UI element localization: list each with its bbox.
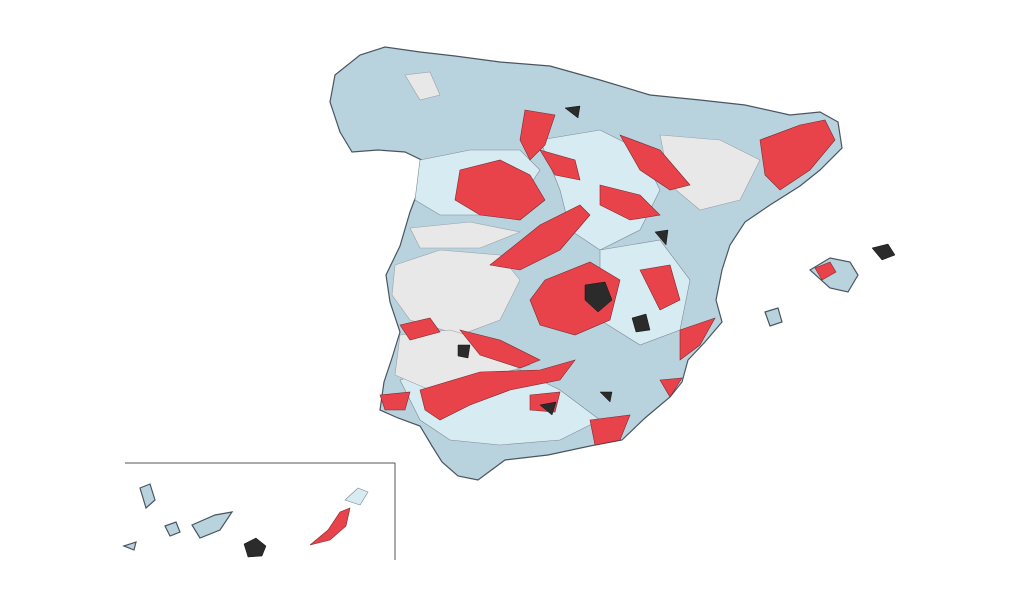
region [391, 249, 521, 336]
region [457, 344, 471, 359]
region [539, 149, 581, 181]
region [814, 261, 837, 281]
island [191, 511, 234, 539]
island [871, 243, 896, 261]
region [459, 329, 541, 369]
region [564, 105, 581, 119]
region [759, 119, 836, 191]
region [654, 229, 669, 246]
region [404, 71, 441, 101]
region [619, 134, 691, 191]
island [122, 541, 137, 551]
region [454, 159, 546, 221]
region [419, 359, 576, 421]
region [589, 414, 631, 446]
region [631, 313, 651, 333]
region [599, 391, 613, 403]
island [309, 507, 351, 546]
island [243, 537, 267, 558]
region [399, 317, 441, 341]
region [519, 109, 556, 161]
island [808, 257, 859, 293]
region [539, 401, 557, 416]
region [599, 184, 661, 221]
region [409, 221, 522, 249]
island [164, 521, 181, 537]
region [679, 317, 716, 361]
region [529, 261, 621, 336]
region [659, 377, 683, 398]
region [584, 281, 613, 313]
island [139, 483, 156, 510]
region [639, 264, 681, 311]
island [344, 487, 369, 506]
island [764, 307, 783, 327]
region [379, 391, 411, 411]
region [489, 204, 591, 271]
